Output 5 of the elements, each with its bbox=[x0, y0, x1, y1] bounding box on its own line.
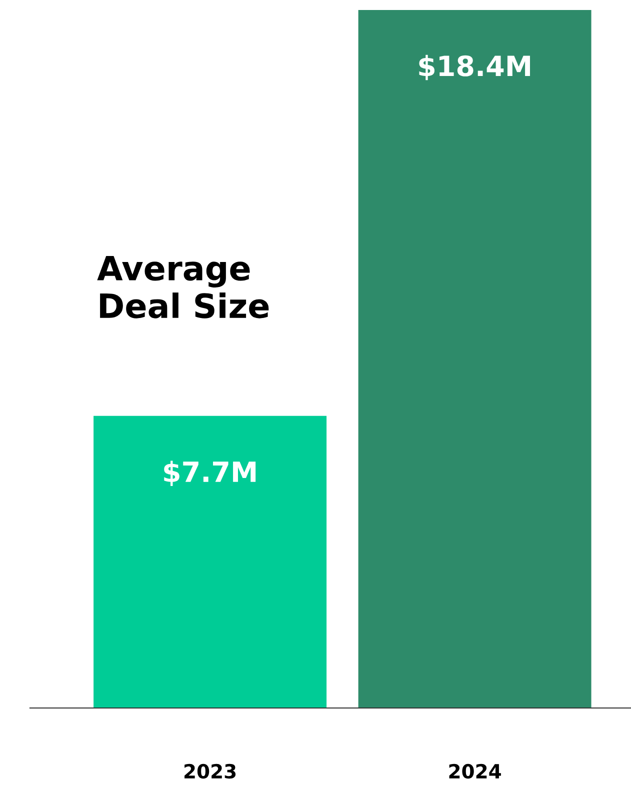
x-tick-label: 2023 bbox=[184, 764, 236, 779]
data-label: $7.7M bbox=[164, 460, 256, 486]
data-label: $18.4M bbox=[419, 54, 530, 80]
x-tick-label: 2024 bbox=[449, 764, 501, 779]
text: Average Deal Size bbox=[97, 256, 269, 318]
